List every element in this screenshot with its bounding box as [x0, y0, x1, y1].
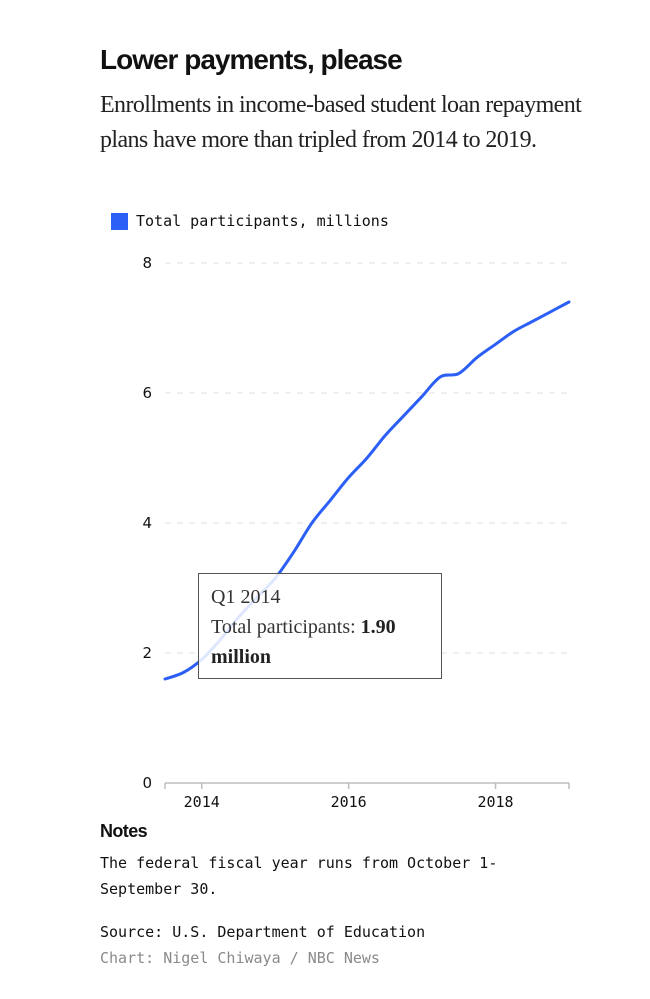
x-tick-label-2018: 2018	[477, 793, 513, 811]
notes-title: Notes	[100, 821, 148, 841]
legend-label: Total participants, millions	[136, 212, 389, 230]
y-tick-label-2: 2	[142, 644, 152, 662]
y-axis: 0 2 4 6 8	[142, 254, 152, 792]
credit-text: Chart: Nigel Chiwaya / NBC News	[100, 949, 380, 967]
notes-text: The federal fiscal year runs from Octobe…	[100, 854, 498, 898]
x-tick-label-2014: 2014	[184, 793, 220, 811]
source-text: Source: U.S. Department of Education	[100, 923, 426, 941]
x-tick-label-2016: 2016	[331, 793, 367, 811]
legend: Total participants, millions	[111, 210, 389, 232]
chart-title: Lower payments, please	[100, 44, 403, 75]
chart-tooltip: Q1 2014 Total participants: 1.90 million	[198, 573, 442, 679]
legend-swatch	[111, 212, 128, 230]
y-tick-label-6: 6	[142, 384, 152, 402]
tooltip-value: 1.90 million	[211, 616, 396, 668]
y-tick-label-4: 4	[142, 514, 152, 532]
chart-subtitle: Enrollments in income-based student loan…	[100, 92, 582, 153]
y-tick-label-0: 0	[142, 774, 152, 792]
tooltip-row: Total participants: 1.90 million	[211, 612, 429, 672]
grid-lines	[165, 262, 569, 654]
tooltip-period: Q1 2014	[211, 586, 281, 608]
y-tick-label-8: 8	[142, 254, 152, 272]
x-axis: 2014 2016 2018	[164, 782, 570, 811]
tooltip-label: Total participants:	[211, 616, 356, 638]
